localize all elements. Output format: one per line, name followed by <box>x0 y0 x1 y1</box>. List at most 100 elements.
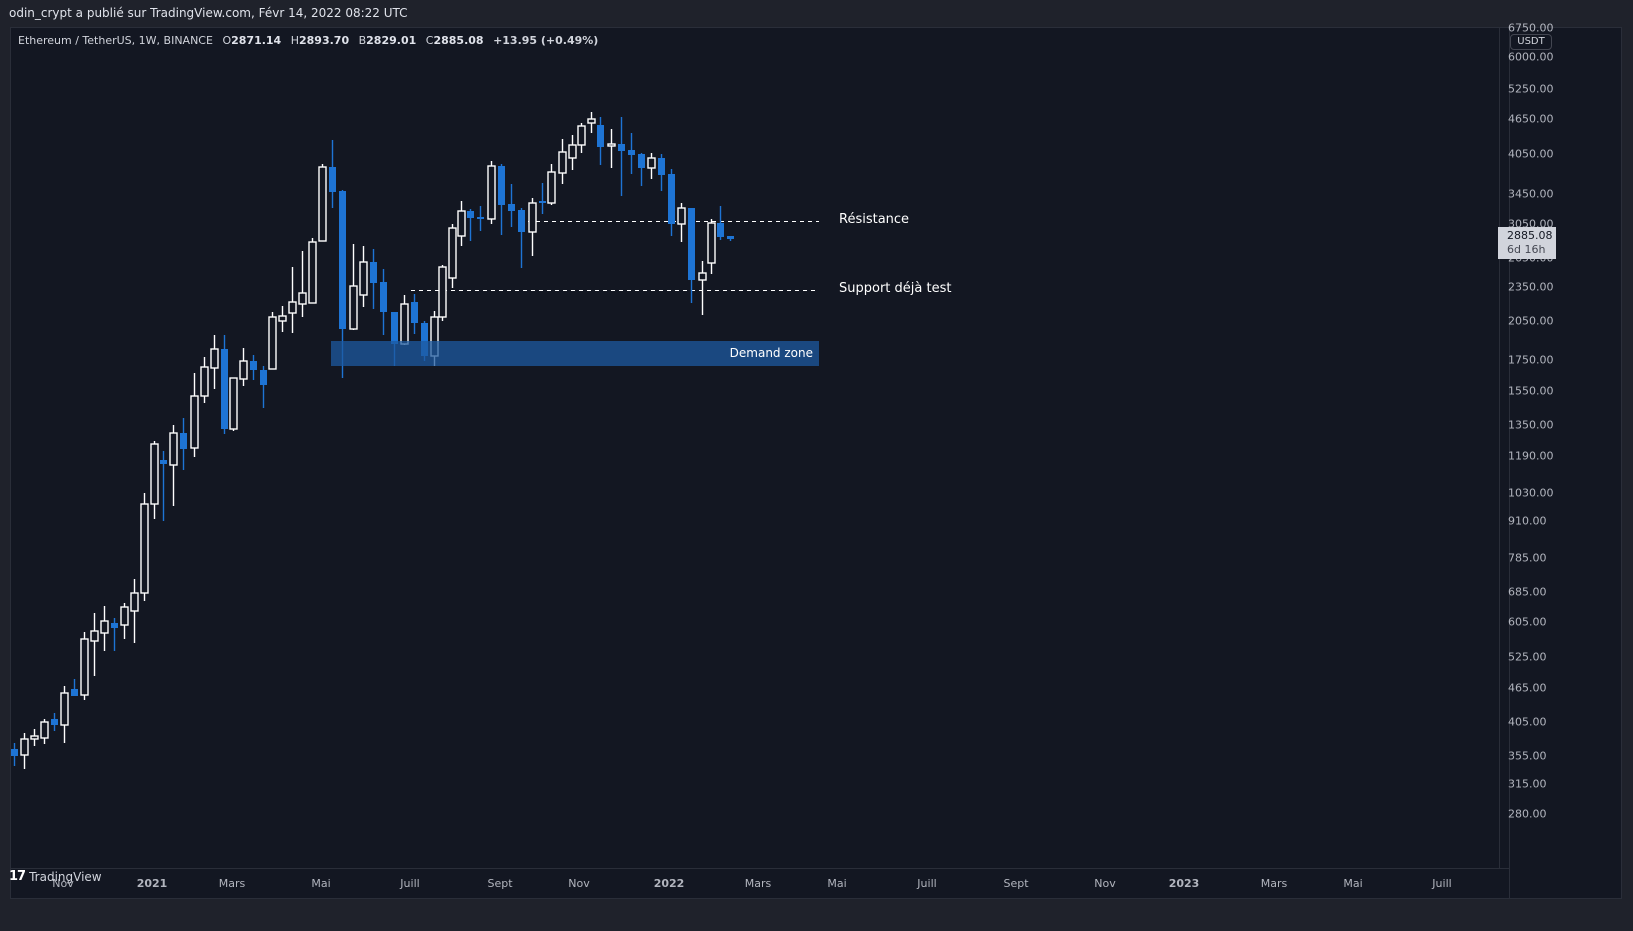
demand-zone[interactable]: Demand zone <box>331 341 819 366</box>
up-candle <box>698 261 707 315</box>
support-label[interactable]: Support déjà test <box>839 281 952 296</box>
up-candle <box>707 219 716 274</box>
time-tick: Juill <box>400 877 420 890</box>
price-tick: 4650.00 <box>1508 112 1554 126</box>
up-candle <box>568 135 577 170</box>
down-candle <box>597 117 604 165</box>
down-candle <box>11 743 18 766</box>
up-candle <box>528 198 537 256</box>
up-candle <box>318 164 327 242</box>
time-tick: Sept <box>1003 877 1029 890</box>
up-candle <box>298 251 307 317</box>
price-tick: 4050.00 <box>1508 147 1554 161</box>
up-candle <box>349 244 358 330</box>
up-candle <box>308 238 317 304</box>
down-candle <box>180 418 187 470</box>
low-label: B <box>358 34 367 47</box>
up-candle <box>140 493 149 601</box>
up-candle <box>190 373 199 457</box>
publication-header: odin_crypt a publié sur TradingView.com,… <box>9 6 408 20</box>
time-tick: Sept <box>487 877 513 890</box>
down-candle <box>658 154 665 191</box>
price-tick: 355.00 <box>1508 749 1547 763</box>
currency-badge[interactable]: USDT <box>1510 34 1552 50</box>
price-tick: 525.00 <box>1508 650 1547 664</box>
down-candle <box>467 209 474 241</box>
up-candle <box>20 733 29 769</box>
up-candle <box>169 425 178 506</box>
price-tick: 2050.00 <box>1508 314 1554 328</box>
up-candle <box>30 729 39 746</box>
up-candle <box>448 224 457 288</box>
down-candle <box>221 335 228 434</box>
down-candle <box>111 618 118 651</box>
up-candle <box>577 123 586 153</box>
time-tick: Nov <box>568 877 590 890</box>
resistance-label[interactable]: Résistance <box>839 212 910 227</box>
down-candle <box>498 164 505 235</box>
down-candle <box>411 294 418 334</box>
time-tick: Mars <box>1260 877 1288 890</box>
open-label: O <box>222 34 232 47</box>
price-tick: 2350.00 <box>1508 280 1554 294</box>
up-candle <box>359 246 368 307</box>
down-candle <box>260 366 267 408</box>
price-tick: 685.00 <box>1508 585 1547 599</box>
up-candle <box>210 335 219 389</box>
price-tick: 3450.00 <box>1508 187 1554 201</box>
price-axis[interactable]: 6750.00 6000.00 5250.00 4650.00 4050.00 3450… <box>1499 22 1562 868</box>
time-tick: Mars <box>744 877 772 890</box>
price-tick: 785.00 <box>1508 551 1547 565</box>
up-candle <box>120 603 129 639</box>
footer: 17 TradingView <box>9 869 102 884</box>
time-tick: Mai <box>311 877 331 890</box>
price-tick: 315.00 <box>1508 777 1547 791</box>
high-value: 2893.70 <box>299 34 350 47</box>
open-value: 2871.14 <box>231 34 282 47</box>
price-tick: 465.00 <box>1508 681 1547 695</box>
price-tick: 1350.00 <box>1508 418 1554 432</box>
up-candle <box>130 579 139 643</box>
down-candle <box>370 249 377 309</box>
down-candle <box>380 269 387 335</box>
down-candle <box>628 133 635 174</box>
down-candle <box>518 208 525 268</box>
down-candle <box>329 140 336 208</box>
price-tick: 1550.00 <box>1508 384 1554 398</box>
price-tick: 1750.00 <box>1508 353 1554 367</box>
up-candle <box>239 348 248 386</box>
down-candle <box>727 236 734 241</box>
up-candle <box>100 606 109 651</box>
down-candle <box>160 451 167 521</box>
up-candle <box>607 129 616 168</box>
time-tick: Nov <box>1094 877 1116 890</box>
up-candle <box>229 377 238 431</box>
down-candle <box>717 206 724 240</box>
up-candle <box>457 201 466 246</box>
price-tick: 6000.00 <box>1508 50 1554 64</box>
time-tick: Mars <box>218 877 246 890</box>
time-tick: Juill <box>1432 877 1452 890</box>
time-axis[interactable]: Nov 2021 Mars Mai Juill Sept Nov 2022 Mars Mai Jui… <box>11 868 1510 899</box>
down-candle <box>618 117 625 196</box>
price-tick: 605.00 <box>1508 615 1547 629</box>
low-value: 2829.01 <box>366 34 417 47</box>
time-tick: Nov <box>52 877 74 890</box>
down-candle <box>71 679 78 696</box>
price-tick: 280.00 <box>1508 807 1547 821</box>
down-candle <box>51 713 58 731</box>
time-tick: 2023 <box>1168 877 1200 890</box>
up-candle <box>150 441 159 519</box>
price-axis-separator <box>1509 28 1510 898</box>
up-candle <box>200 357 209 403</box>
tradingview-logo-icon: 17 <box>9 869 26 884</box>
current-price-value: 2885.08 <box>1507 229 1553 242</box>
plot-area[interactable]: Ethereum / TetherUS, 1W, BINANCE O2871.1… <box>11 28 1510 868</box>
up-candle <box>438 265 447 321</box>
chart-frame: Ethereum / TetherUS, 1W, BINANCE O2871.1… <box>10 22 1622 899</box>
symbol-legend: Ethereum / TetherUS, 1W, BINANCE O2871.1… <box>18 34 598 47</box>
up-candle <box>288 267 297 333</box>
down-candle <box>477 206 484 231</box>
up-candle <box>677 203 686 242</box>
down-candle <box>539 183 546 214</box>
